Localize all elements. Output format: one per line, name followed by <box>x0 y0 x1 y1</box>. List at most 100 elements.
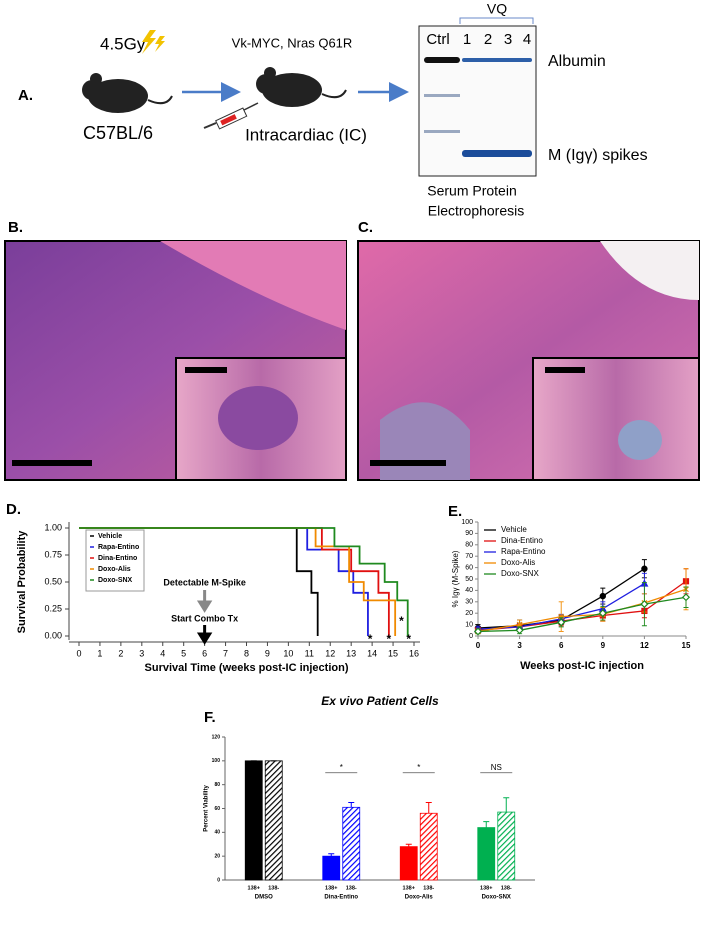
strain-label: C57BL/6 <box>83 123 153 143</box>
data-point <box>640 600 649 609</box>
y-tick-label: 60 <box>465 564 473 571</box>
x-tick-label: 10 <box>283 648 293 658</box>
y-tick-label: 80 <box>465 542 473 549</box>
bar-sublabel: 138+ <box>403 885 415 891</box>
data-point <box>557 618 566 627</box>
dose-label: 4.5Gy <box>100 34 146 53</box>
mouse-icon <box>256 67 347 107</box>
lane-label: 1 <box>463 31 471 48</box>
legend-label: Rapa-Entino <box>98 544 139 551</box>
y-tick-label: 0.50 <box>44 576 62 586</box>
legend-label: Doxo-SNX <box>98 577 133 584</box>
histology-image <box>357 240 700 481</box>
panel-label: A. <box>18 87 33 104</box>
x-tick-label: 5 <box>181 648 186 658</box>
x-tick-label: 11 <box>305 648 314 658</box>
x-tick-label: 15 <box>682 641 691 650</box>
bar-sublabel: 138+ <box>248 885 260 891</box>
panel-label: C. <box>358 219 373 236</box>
bar-sublabel: 138- <box>423 885 434 891</box>
x-tick-label: Dina-Entino <box>324 895 358 901</box>
series-line <box>477 588 687 633</box>
annotation: Start Combo Tx <box>171 613 238 623</box>
x-tick-label: 6 <box>559 641 564 650</box>
error-bar <box>483 821 490 828</box>
legend-label: Doxo-SNX <box>501 569 539 578</box>
lane-labels: Ctrl 1 2 3 4 <box>426 31 531 48</box>
series-line <box>477 596 687 633</box>
band-label: Albumin <box>548 53 606 70</box>
y-tick-label: 40 <box>214 830 220 836</box>
y-tick-label: 0.00 <box>44 630 62 640</box>
significance-star: * <box>406 632 411 646</box>
y-tick-label: 1.00 <box>44 522 62 532</box>
x-tick-label: 15 <box>388 648 398 658</box>
panel-label: E. <box>448 503 462 520</box>
bar <box>342 806 361 881</box>
legend-label: Rapa-Entino <box>501 547 546 556</box>
legend-box <box>85 529 145 592</box>
bar <box>264 760 283 881</box>
route-label: Intracardiac (IC) <box>245 125 367 144</box>
panel-label: D. <box>6 501 21 518</box>
bar <box>497 811 516 881</box>
y-tick-label: 50 <box>465 576 473 583</box>
x-tick-label: 12 <box>325 648 335 658</box>
y-tick-label: 80 <box>214 782 220 788</box>
bar <box>419 812 438 881</box>
data-point <box>473 627 483 636</box>
group-label: VQ <box>487 1 507 17</box>
data-point <box>558 613 565 620</box>
histology-image <box>4 240 347 481</box>
error-bar <box>503 797 510 813</box>
x-tick-label: 8 <box>244 648 249 658</box>
y-tick-label: 100 <box>212 758 221 764</box>
series-line <box>477 580 687 631</box>
significance-star: * <box>399 614 404 628</box>
bar <box>244 760 263 881</box>
x-tick-label: 12 <box>640 641 649 650</box>
error-bar <box>425 802 432 814</box>
x-tick-label: 4 <box>160 648 165 658</box>
data-point <box>515 626 524 635</box>
syringe-icon <box>203 102 259 130</box>
x-tick-label: 13 <box>346 648 356 658</box>
bar <box>477 827 496 881</box>
data-point <box>641 565 648 572</box>
lane-label: 2 <box>484 31 492 48</box>
y-tick-label: 10 <box>465 621 473 628</box>
survival-curve <box>79 527 409 636</box>
x-tick-label: 0 <box>76 648 81 658</box>
survival-chart: 0.000.250.500.751.000 1 2 3 4 5 6 7 8 9 10 11 12 13 14… <box>16 522 420 674</box>
x-tick-label: 3 <box>517 641 522 650</box>
bar-sublabel: 138- <box>268 885 279 891</box>
bar-sublabel: 138- <box>346 885 357 891</box>
x-tick-label: 16 <box>409 648 419 658</box>
x-tick-label: 14 <box>367 648 377 658</box>
data-point <box>598 609 607 618</box>
x-tick-label: 0 <box>476 641 481 650</box>
mouse-icon <box>82 73 173 113</box>
significance-star: * <box>368 632 373 646</box>
legend-label: Doxo-Alis <box>98 566 131 573</box>
legend-label: Vehicle <box>501 525 527 534</box>
x-tick-label: 9 <box>601 641 606 650</box>
x-tick-label: 3 <box>139 648 144 658</box>
y-tick-label: 90 <box>465 530 473 537</box>
error-bar <box>328 853 335 857</box>
y-tick-label: 20 <box>214 853 220 859</box>
transplant-label: Vk-MYC, Nras Q61R <box>232 35 353 50</box>
x-tick-label: 7 <box>223 648 228 658</box>
bracket <box>459 17 534 24</box>
y-tick-label: 70 <box>465 553 473 560</box>
annotation-arrow <box>196 590 213 613</box>
lane-label: Ctrl <box>426 31 449 48</box>
data-point <box>516 621 523 628</box>
legend-label: Dina-Entino <box>98 555 137 562</box>
radiation-icon <box>142 30 165 54</box>
bar <box>399 846 418 881</box>
caption: Serum Protein <box>427 183 516 199</box>
annotation: Detectable M-Spike <box>163 577 246 587</box>
